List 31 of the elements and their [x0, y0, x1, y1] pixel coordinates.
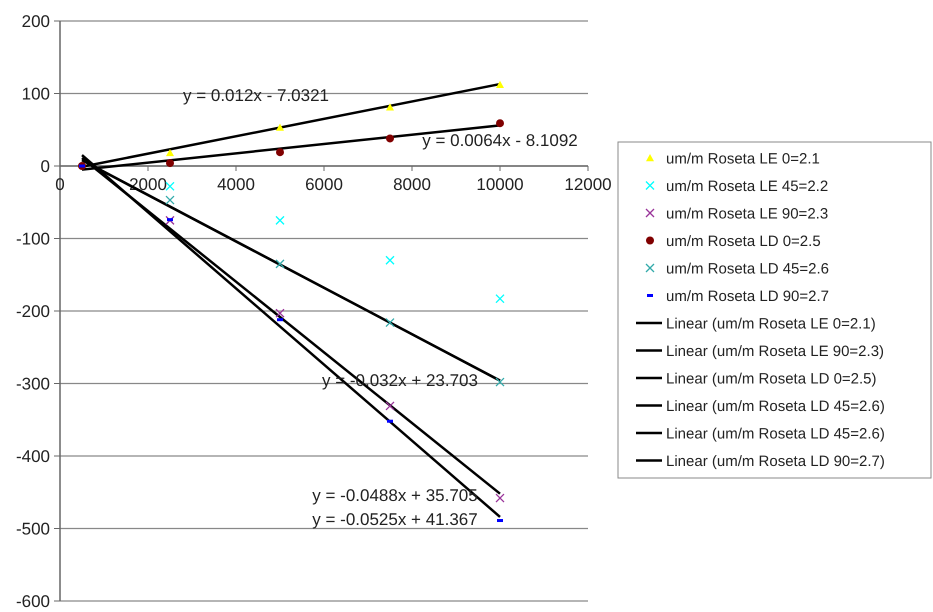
annotation: y = -0.0525x + 41.367: [312, 510, 478, 529]
annotation: y = 0.012x - 7.0321: [182, 86, 330, 105]
y-tick-label: -500: [16, 519, 50, 538]
legend-label: um/m Roseta LE 0=2.1: [666, 150, 820, 168]
y-tick-label: 200: [22, 12, 50, 31]
x-tick-label: 2000: [129, 175, 167, 194]
x-tick-label: 4000: [217, 175, 255, 194]
x-tick-label: 6000: [305, 175, 343, 194]
legend-label: um/m Roseta LD 0=2.5: [666, 232, 821, 250]
x-tick-label: 12000: [564, 175, 612, 194]
y-tick-label: 100: [22, 84, 50, 104]
legend-label: um/m Roseta LD 45=2.6: [666, 260, 830, 278]
legend-label: um/m Roseta LD 90=2.7: [666, 288, 830, 305]
y-tick-label: -200: [16, 302, 50, 321]
y-tick-label: -400: [16, 446, 50, 466]
y-tick-label: -600: [16, 592, 50, 611]
legend-label: Linear (um/m Roseta LD 45=2.6): [666, 398, 885, 415]
annotation: y = -0.0488x + 35.705: [312, 486, 478, 505]
y-tick-label: -300: [16, 374, 50, 394]
legend-label: Linear (um/m Roseta LE 0=2.1): [666, 315, 876, 332]
legend-label: Linear (um/m Roseta LD 90=2.7): [666, 452, 885, 470]
legend-label: um/m Roseta LE 90=2.3: [666, 205, 828, 222]
annotation: y = 0.0064x - 8.1092: [422, 130, 578, 150]
y-tick-label: 0: [40, 156, 50, 176]
legend-label: Linear (um/m Roseta LE 90=2.3): [666, 342, 884, 360]
y-tick-label: -100: [16, 229, 50, 248]
legend-label: Linear (um/m Roseta LD 0=2.5): [666, 370, 877, 388]
legend-label: Linear (um/m Roseta LD 45=2.6): [666, 425, 885, 442]
x-tick-label: 10000: [476, 175, 524, 194]
legend-label: um/m Roseta LE 45=2.2: [666, 178, 828, 195]
x-tick-label: 8000: [393, 175, 431, 194]
